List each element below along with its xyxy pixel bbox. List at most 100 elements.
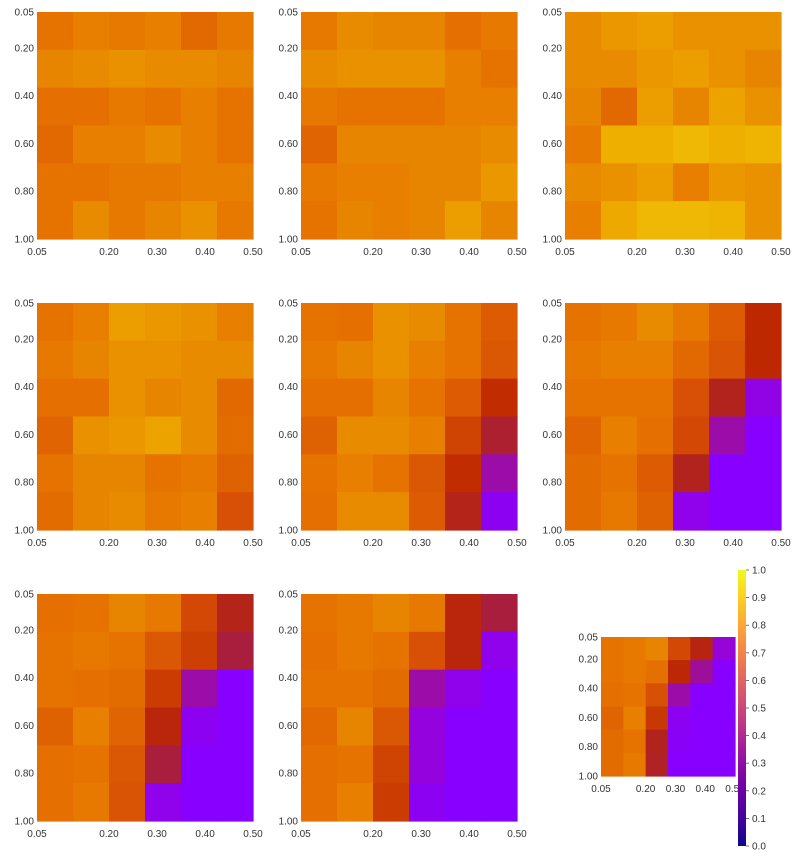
- heatmap-cell: [623, 706, 647, 731]
- y-tick-label: 0.40: [15, 91, 35, 102]
- heatmap-cell: [337, 669, 374, 709]
- x-tick-label: 0.50: [507, 247, 527, 258]
- heatmap-cell: [37, 303, 74, 342]
- heatmap-cell: [409, 340, 446, 380]
- heatmap-cell: [301, 87, 338, 127]
- y-tick-label: 1.00: [279, 235, 299, 246]
- heatmap-cell: [709, 163, 746, 202]
- heatmap-cell: [637, 125, 674, 164]
- colorbar-tick-label: 0.5: [752, 704, 766, 715]
- heatmap-cell: [301, 416, 338, 455]
- x-tick-label: 0.20: [363, 247, 383, 258]
- heatmap-cell: [217, 87, 254, 127]
- heatmap-cell: [565, 49, 602, 89]
- heatmap-cell: [409, 378, 446, 418]
- heatmap-cell: [337, 594, 374, 633]
- heatmap-cell: [73, 745, 110, 784]
- heatmap-cell: [73, 492, 110, 531]
- heatmap-cell: [337, 303, 374, 342]
- heatmap-cell: [145, 340, 182, 380]
- heatmap-cell: [37, 12, 74, 51]
- heatmap-cell: [709, 49, 746, 89]
- y-tick-label: 0.80: [15, 769, 35, 780]
- y-tick-label: 1.00: [15, 526, 35, 537]
- x-tick-label: 0.05: [291, 538, 311, 549]
- heatmap-cell: [73, 12, 110, 51]
- heatmap-cell: [301, 340, 338, 380]
- x-tick-label: 0.05: [27, 829, 47, 840]
- heatmap-cell: [73, 783, 110, 822]
- heatmap-cell: [601, 49, 638, 89]
- heatmap-cell: [601, 492, 638, 531]
- heatmap-cell: [145, 631, 182, 671]
- heatmap-cell: [668, 683, 691, 708]
- heatmap-cell: [301, 163, 338, 202]
- y-tick-label: 0.80: [543, 187, 563, 198]
- colorbar-tick-label: 0.6: [752, 676, 766, 687]
- heatmap-cell: [337, 163, 374, 202]
- heatmap-panel-6: 0.050.200.400.600.801.000.05 0.20 0.30 0.40…: [543, 299, 792, 550]
- heatmap-cell: [601, 752, 624, 777]
- heatmap-cell: [217, 163, 254, 202]
- heatmap-cell: [373, 669, 410, 709]
- heatmap-cell: [481, 163, 518, 202]
- y-tick-label: 0.05: [543, 8, 563, 19]
- heatmap-cell: [481, 594, 518, 633]
- y-tick-label: 1.00: [279, 817, 299, 828]
- heatmap-cell: [673, 340, 710, 380]
- x-tick-label: 0.05: [27, 247, 47, 258]
- heatmap-cell: [565, 12, 602, 51]
- y-tick-label: 0.20: [543, 43, 563, 54]
- heatmap-cell: [37, 707, 74, 746]
- heatmap-cell: [481, 201, 518, 240]
- heatmap-cell: [565, 125, 602, 164]
- heatmap-panel-8: 0.050.200.400.600.801.000.05 0.20 0.30 0.40…: [279, 590, 528, 841]
- heatmap-cell: [645, 729, 669, 754]
- y-tick-label: 0.80: [579, 742, 599, 753]
- heatmap-panel-4: 0.050.200.400.600.801.000.05 0.20 0.30 0.40…: [15, 299, 264, 550]
- heatmap-cell: [690, 683, 714, 708]
- heatmap-cell: [712, 637, 736, 661]
- heatmap-panel-7: 0.050.200.400.600.801.000.05 0.20 0.30 0.40…: [15, 590, 264, 841]
- x-tick-label: 0.20: [99, 829, 119, 840]
- heatmap-cell: [337, 707, 374, 746]
- colorbar-tick-label: 0.9: [752, 593, 766, 604]
- heatmap-cell: [481, 631, 518, 671]
- x-tick-label: 0.50: [243, 829, 263, 840]
- heatmap-cell: [37, 87, 74, 127]
- heatmap-cell: [73, 454, 110, 493]
- heatmap-cell: [623, 752, 647, 777]
- heatmap-cell: [181, 340, 218, 380]
- heatmap-cell: [445, 87, 482, 127]
- y-tick-label: 1.00: [15, 235, 35, 246]
- heatmap-cell: [745, 163, 782, 202]
- heatmap-cell: [712, 683, 736, 708]
- y-tick-label: 0.40: [543, 382, 563, 393]
- x-tick-label: 0.05: [291, 247, 311, 258]
- heatmap-cell: [481, 49, 518, 89]
- heatmap-cell: [337, 454, 374, 493]
- heatmap-cell: [673, 416, 710, 455]
- x-tick-label: 0.30: [411, 247, 431, 258]
- heatmap-cell: [445, 12, 482, 51]
- heatmap-cell: [373, 303, 410, 342]
- heatmap-cell: [745, 49, 782, 89]
- heatmap-cell: [645, 637, 669, 661]
- heatmap-cell: [217, 201, 254, 240]
- heatmap-cell: [145, 87, 182, 127]
- heatmap-cell: [37, 125, 74, 164]
- colorbar-tick-label: 0.1: [752, 814, 766, 825]
- heatmap-cell: [481, 303, 518, 342]
- heatmap-cell: [673, 303, 710, 342]
- x-tick-label: 0.05: [27, 538, 47, 549]
- heatmap-cell: [601, 729, 624, 754]
- heatmap-cell: [409, 416, 446, 455]
- heatmap-cell: [217, 669, 254, 709]
- heatmap-cell: [109, 454, 146, 493]
- y-tick-label: 0.60: [543, 430, 563, 441]
- heatmap-cell: [637, 87, 674, 127]
- heatmap-cell: [109, 669, 146, 709]
- heatmap-cell: [217, 631, 254, 671]
- heatmap-cell: [145, 454, 182, 493]
- heatmap-cell: [373, 631, 410, 671]
